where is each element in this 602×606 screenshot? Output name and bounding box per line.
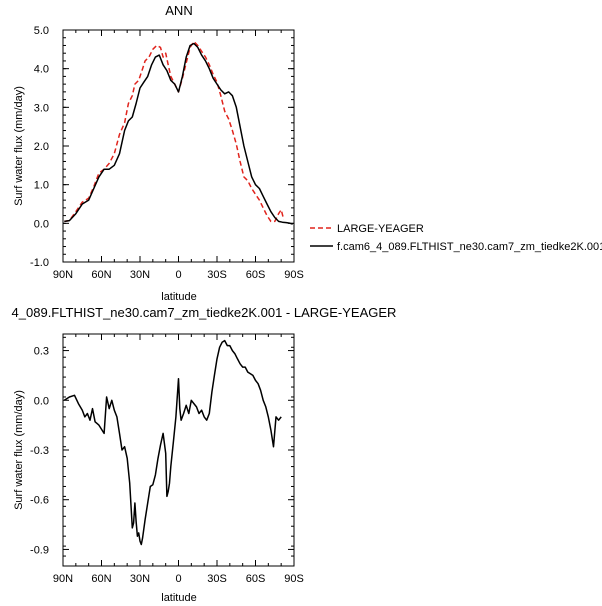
p1-xtick-label: 60N xyxy=(91,269,111,281)
p1-xtick-label: 0 xyxy=(175,269,181,281)
p1-xtick-label: 30N xyxy=(130,269,150,281)
bottom-plot-frame xyxy=(62,333,295,567)
p1-xtick-label: 30S xyxy=(207,269,227,281)
p2-ytick-label: -0.6 xyxy=(30,495,49,507)
p2-xtick-label: 60N xyxy=(91,573,111,585)
p2-ytick-label: 0.3 xyxy=(34,346,49,358)
legend-label-cam6: f.cam6_4_089.FLTHIST_ne30.cam7_zm_tiedke… xyxy=(337,241,602,253)
p1-ytick-label: 4.0 xyxy=(34,64,49,76)
p2-xtick-label: 60S xyxy=(246,573,266,585)
p2-xtick-label: 30N xyxy=(130,573,150,585)
p1-ytick-label: 1.0 xyxy=(34,180,49,192)
p2-xtick-label: 30S xyxy=(207,573,227,585)
top-plot-frame xyxy=(62,29,295,263)
p2-xtick-label: 90S xyxy=(284,573,304,585)
p2-xtick-label: 90N xyxy=(53,573,73,585)
p1-series-line-1 xyxy=(64,42,293,225)
p1-xtick-label: 90S xyxy=(284,269,304,281)
legend: LARGE-YEAGER f.cam6_4_089.FLTHIST_ne30.c… xyxy=(310,223,602,253)
p1-series-line-0 xyxy=(64,40,285,223)
bottom-x-axis-label: latitude xyxy=(161,592,196,604)
p2-ytick-label: -0.3 xyxy=(30,445,49,457)
legend-label-large-yeager: LARGE-YEAGER xyxy=(337,223,424,235)
p1-xtick-label: 90N xyxy=(53,269,73,281)
p2-series-line-0 xyxy=(63,339,282,546)
top-x-axis-label: latitude xyxy=(161,291,196,303)
p2-xtick-label: 0 xyxy=(175,573,181,585)
p1-xtick-label: 60S xyxy=(246,269,266,281)
p1-ytick-label: 5.0 xyxy=(34,25,49,37)
top-panel: ANN 90N 60N 30N 0 30S 60S 90S -1.0 0.0 1.0 2.0 3.0 4… xyxy=(13,3,304,303)
top-panel-title: ANN xyxy=(165,3,192,18)
p1-ytick-label: 2.0 xyxy=(34,141,49,153)
bottom-y-axis-label: Surf water flux (mm/day) xyxy=(13,390,25,510)
bottom-panel-title: 4_089.FLTHIST_ne30.cam7_zm_tiedke2K.001 … xyxy=(12,305,397,320)
p2-ytick-label: -0.9 xyxy=(30,544,49,556)
p1-ytick-label: -1.0 xyxy=(30,257,49,269)
p1-ytick-label: 3.0 xyxy=(34,102,49,114)
top-y-axis-label: Surf water flux (mm/day) xyxy=(13,86,25,206)
p2-ytick-label: 0.0 xyxy=(34,395,49,407)
p1-ytick-label: 0.0 xyxy=(34,218,49,230)
bottom-panel: 4_089.FLTHIST_ne30.cam7_zm_tiedke2K.001 … xyxy=(12,305,397,604)
